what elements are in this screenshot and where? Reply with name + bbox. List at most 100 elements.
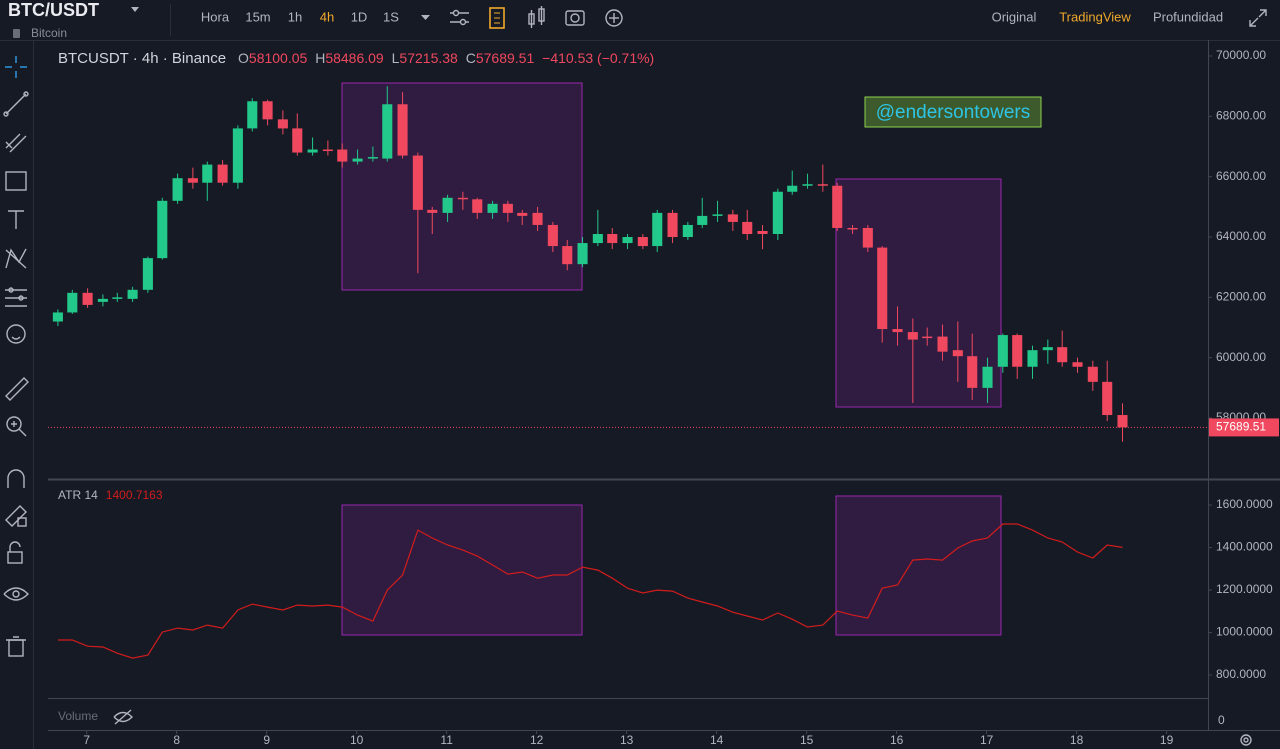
candle-body bbox=[262, 101, 273, 120]
candle-body bbox=[292, 128, 303, 153]
y-tick-label: 62000.00 bbox=[1216, 290, 1266, 304]
candle-body bbox=[862, 227, 873, 248]
candle-body bbox=[1027, 350, 1038, 367]
candle-body bbox=[1057, 347, 1068, 363]
candle-body bbox=[937, 336, 948, 352]
view-button[interactable]: Original bbox=[992, 9, 1037, 24]
x-tick-label: 17 bbox=[980, 733, 994, 747]
interval-button[interactable]: 15m bbox=[245, 9, 270, 24]
snapshot-icon[interactable] bbox=[565, 10, 585, 26]
highlight-box[interactable] bbox=[835, 495, 1002, 636]
candle-body bbox=[967, 356, 978, 388]
candle-body bbox=[742, 221, 753, 235]
symbol-dropdown[interactable] bbox=[131, 7, 139, 12]
interval-button[interactable]: 4h bbox=[320, 9, 334, 24]
candle-body bbox=[802, 184, 813, 186]
legend-value: 57215.38 bbox=[399, 50, 458, 66]
legend-key: C bbox=[466, 50, 476, 66]
candle-body bbox=[322, 149, 333, 152]
candle-body bbox=[952, 350, 963, 357]
candle-body bbox=[832, 185, 843, 228]
hide-volume-icon[interactable] bbox=[113, 709, 133, 725]
templates-icon[interactable] bbox=[489, 7, 505, 29]
y-tick-label: 64000.00 bbox=[1216, 229, 1266, 243]
x-tick-label: 19 bbox=[1160, 733, 1174, 747]
candle-body bbox=[727, 214, 738, 222]
candle-body bbox=[517, 212, 528, 216]
annotation[interactable]: @endersontowers bbox=[876, 102, 1030, 123]
x-tick-label: 14 bbox=[710, 733, 724, 747]
crosshair-tool[interactable] bbox=[5, 56, 27, 78]
atr-value: 1400.7163 bbox=[106, 488, 163, 502]
view-button[interactable]: TradingView bbox=[1059, 9, 1131, 24]
candle-body bbox=[892, 329, 903, 333]
y-tick-label: 1000.0000 bbox=[1216, 625, 1273, 639]
annotation-box[interactable] bbox=[864, 96, 1042, 128]
candle-body bbox=[457, 197, 468, 200]
interval-dropdown[interactable] bbox=[421, 15, 430, 20]
candle-body bbox=[487, 203, 498, 213]
legend-key: O bbox=[238, 50, 249, 66]
fullscreen-icon[interactable] bbox=[1249, 9, 1267, 27]
candle-body bbox=[427, 209, 438, 213]
candle-body bbox=[352, 158, 363, 162]
candle-body bbox=[847, 227, 858, 230]
candle-body bbox=[442, 197, 453, 213]
candle-body bbox=[1012, 335, 1023, 367]
candle-body bbox=[622, 237, 633, 244]
y-tick-label: 70000.00 bbox=[1216, 48, 1266, 62]
candle-body bbox=[1087, 366, 1098, 382]
x-tick-label: 15 bbox=[800, 733, 814, 747]
candle-body bbox=[877, 247, 888, 330]
candle-body bbox=[607, 234, 618, 244]
candle-body bbox=[697, 215, 708, 225]
y-tick-label: 800.0000 bbox=[1216, 667, 1266, 681]
candle-body bbox=[757, 230, 768, 235]
coin-icon bbox=[13, 29, 20, 38]
y-tick-label: 1600.0000 bbox=[1216, 497, 1273, 511]
candle-body bbox=[67, 292, 78, 313]
interval-button[interactable]: 1D bbox=[351, 9, 368, 24]
symbol-subtitle: Bitcoin bbox=[31, 26, 67, 40]
candle-body bbox=[1072, 362, 1083, 367]
symbol[interactable]: BTC/USDT bbox=[8, 0, 99, 20]
candle-body bbox=[232, 128, 243, 183]
candle-body bbox=[787, 185, 798, 192]
settings-icon[interactable] bbox=[1240, 734, 1252, 746]
candle-body bbox=[127, 289, 138, 299]
candle-body bbox=[592, 234, 603, 244]
candle-body bbox=[382, 104, 393, 159]
x-tick-label: 9 bbox=[263, 733, 270, 747]
candle-body bbox=[277, 119, 288, 129]
chart-type-icon[interactable] bbox=[528, 6, 545, 28]
candle-body bbox=[712, 214, 723, 216]
highlight-box[interactable] bbox=[341, 82, 583, 291]
candle-body bbox=[667, 212, 678, 238]
add-icon[interactable] bbox=[605, 9, 623, 27]
interval-button[interactable]: Hora bbox=[201, 9, 230, 24]
candle-body bbox=[1042, 347, 1053, 351]
candle-body bbox=[52, 312, 63, 322]
candle-body bbox=[817, 184, 828, 186]
candle-body bbox=[637, 237, 648, 247]
candle-body bbox=[112, 297, 123, 299]
candle-body bbox=[307, 149, 318, 153]
highlight-box[interactable] bbox=[341, 504, 583, 636]
candle-body bbox=[412, 155, 423, 210]
drawing-tools[interactable] bbox=[3, 91, 29, 657]
legend-value: 57689.51 bbox=[476, 50, 535, 66]
candle-body bbox=[337, 149, 348, 162]
interval-button[interactable]: 1h bbox=[288, 9, 302, 24]
candle-body bbox=[562, 246, 573, 265]
legend-key: L bbox=[392, 50, 400, 66]
candle-body bbox=[247, 101, 258, 129]
interval-button[interactable]: 1S bbox=[383, 9, 399, 24]
volume-label: Volume bbox=[58, 709, 98, 723]
candle-body bbox=[907, 332, 918, 340]
view-button[interactable]: Profundidad bbox=[1153, 9, 1223, 24]
x-tick-label: 16 bbox=[890, 733, 904, 747]
candle-body bbox=[187, 178, 198, 183]
candle-body bbox=[652, 212, 663, 247]
indicators-icon[interactable] bbox=[450, 9, 469, 26]
